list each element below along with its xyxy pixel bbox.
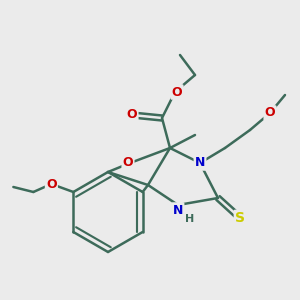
Text: O: O: [127, 109, 137, 122]
Text: O: O: [172, 85, 182, 98]
Text: N: N: [173, 203, 183, 217]
Text: S: S: [235, 211, 245, 225]
Text: O: O: [265, 106, 275, 119]
Text: H: H: [185, 214, 195, 224]
Text: O: O: [46, 178, 57, 190]
Text: O: O: [123, 157, 133, 169]
Text: N: N: [195, 157, 205, 169]
